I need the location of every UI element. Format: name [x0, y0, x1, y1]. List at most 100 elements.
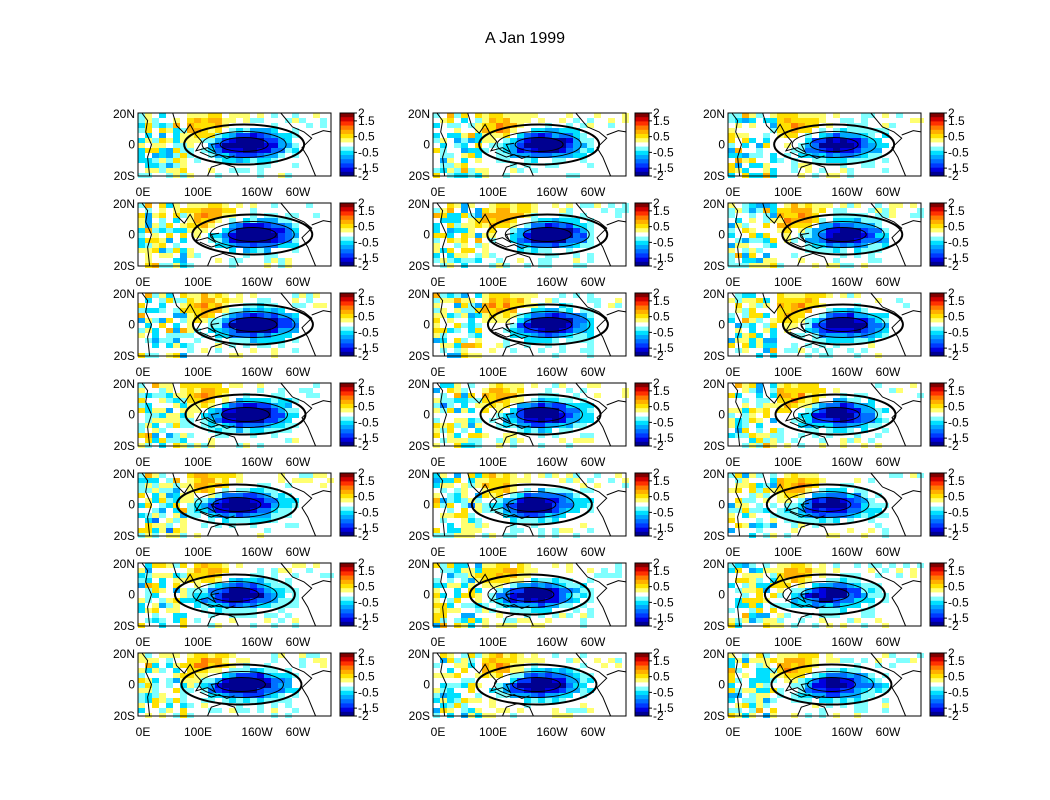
x-tick-label: 0E [136, 185, 151, 199]
colorbar: 21.5 0.5-0.5 -1.5-2 [929, 646, 969, 723]
coastline [502, 612, 534, 627]
colorbar-segment [930, 293, 944, 298]
colorbar-segment [635, 515, 649, 520]
contour-line [496, 131, 582, 158]
page-title: A Jan 1999 [484, 30, 566, 47]
colorbar-segment [930, 600, 944, 606]
coastline [207, 342, 239, 357]
colorbar-tick-label: 0.5 [653, 580, 670, 594]
contour-line [806, 677, 856, 692]
colorbar-segment [930, 575, 944, 581]
colorbar-tick-label: 2 [948, 286, 955, 300]
map-frame [727, 382, 922, 447]
contour-line [522, 227, 572, 242]
coastline [311, 670, 332, 676]
contour-line [763, 573, 886, 616]
colorbar-segment [930, 395, 944, 401]
coastline [311, 400, 332, 406]
colorbar-segment [635, 678, 649, 683]
colorbar-segment [340, 686, 354, 692]
y-tick-label: 20N [408, 197, 430, 211]
contour-line [201, 131, 287, 158]
colorbar-tick-label: 1.5 [358, 474, 375, 488]
y-tick-label: 20S [409, 259, 430, 273]
colorbar-segment [930, 203, 944, 208]
contour-line [194, 491, 280, 518]
y-tick-label: 0 [128, 318, 135, 332]
coastline [494, 691, 530, 699]
colorbar-segment [930, 613, 944, 618]
colorbar-segment [340, 531, 354, 537]
colorbar-segment [635, 171, 649, 177]
colorbar: 21.5 0.5-0.5 -1.5-2 [339, 556, 379, 633]
y-tick-label: 20S [409, 169, 430, 183]
colorbar-segment [635, 605, 649, 610]
colorbar-segment [930, 219, 944, 225]
colorbar-segment [340, 232, 354, 237]
colorbar-segment [340, 584, 354, 589]
x-tick-label: 0E [726, 725, 741, 739]
colorbar-segment [635, 669, 649, 675]
colorbar-tick-label: 2 [948, 196, 955, 210]
colorbar-segment [930, 416, 944, 422]
colorbar: 21.5 0.5-0.5 -1.5-2 [339, 466, 379, 543]
x-tick-label: 160W [536, 185, 568, 199]
colorbar-segment [635, 600, 649, 606]
contour-line [504, 221, 590, 248]
x-tick-label: 60W [581, 365, 606, 379]
x-tick-label: 160W [536, 545, 568, 559]
colorbar-segment [930, 494, 944, 499]
coastline [436, 292, 448, 357]
x-tick-label: 0E [136, 725, 151, 739]
colorbar-segment [635, 335, 649, 340]
colorbar-segment [635, 420, 649, 426]
coastline [575, 652, 612, 717]
coastline [199, 151, 235, 159]
map-frame [137, 202, 332, 267]
y-tick-label: 20S [704, 169, 725, 183]
colorbar-tick-label: -1.5 [948, 611, 969, 625]
colorbar-segment [340, 605, 354, 610]
colorbar-segment [930, 571, 944, 576]
colorbar-tick-label: 1.5 [653, 654, 670, 668]
colorbar-segment [340, 657, 354, 662]
colorbar-segment [340, 523, 354, 528]
colorbar: 21.5 0.5-0.5 -1.5-2 [339, 286, 379, 363]
y-tick-label: 20S [704, 439, 725, 453]
colorbar-segment [340, 293, 354, 298]
x-tick-label: 160W [536, 635, 568, 649]
x-tick-label: 100E [479, 275, 507, 289]
colorbar-segment [930, 498, 944, 503]
coastline [901, 130, 922, 136]
colorbar-segment [930, 429, 944, 434]
colorbar-segment [930, 441, 944, 447]
map-frame [432, 202, 627, 267]
colorbar-segment [340, 665, 354, 671]
map-frame [432, 472, 627, 537]
contour-line [799, 221, 885, 248]
contour-line [478, 123, 601, 166]
colorbar-segment [340, 125, 354, 131]
colorbar-segment [340, 245, 354, 250]
colorbar-segment [340, 146, 354, 152]
x-tick-label: 0E [136, 275, 151, 289]
colorbar-tick-label: 1.5 [948, 474, 965, 488]
map-frame [137, 472, 332, 537]
y-tick-label: 20N [703, 107, 725, 121]
colorbar-segment [340, 224, 354, 229]
y-tick-label: 0 [423, 408, 430, 422]
y-tick-label: 0 [718, 228, 725, 242]
x-tick-label: 100E [774, 545, 802, 559]
colorbar-segment [340, 318, 354, 323]
colorbar-segment [930, 309, 944, 315]
colorbar-segment [340, 682, 354, 687]
x-tick-label: 160W [831, 545, 863, 559]
colorbar-segment [930, 690, 944, 696]
y-tick-label: 20S [114, 349, 135, 363]
colorbar-segment [930, 171, 944, 177]
contour-line [511, 677, 561, 692]
colorbar-segment [340, 613, 354, 618]
coastline [494, 601, 530, 609]
x-tick-label: 160W [831, 275, 863, 289]
